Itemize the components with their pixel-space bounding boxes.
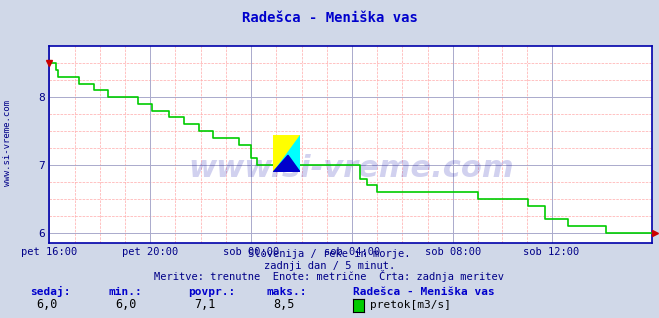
- Text: www.si-vreme.com: www.si-vreme.com: [188, 154, 514, 183]
- Text: 6,0: 6,0: [115, 298, 136, 311]
- Text: zadnji dan / 5 minut.: zadnji dan / 5 minut.: [264, 261, 395, 271]
- Text: 6,0: 6,0: [36, 298, 57, 311]
- Polygon shape: [273, 135, 300, 172]
- Text: povpr.:: povpr.:: [188, 287, 235, 297]
- Text: 8,5: 8,5: [273, 298, 295, 311]
- Text: Radešca - Meniška vas: Radešca - Meniška vas: [353, 287, 494, 297]
- Text: min.:: min.:: [109, 287, 142, 297]
- Text: pretok[m3/s]: pretok[m3/s]: [370, 300, 451, 310]
- Text: 7,1: 7,1: [194, 298, 215, 311]
- Text: Slovenija / reke in morje.: Slovenija / reke in morje.: [248, 249, 411, 259]
- Text: Radešca - Meniška vas: Radešca - Meniška vas: [242, 11, 417, 25]
- Text: sedaj:: sedaj:: [30, 286, 70, 297]
- Text: Meritve: trenutne  Enote: metrične  Črta: zadnja meritev: Meritve: trenutne Enote: metrične Črta: …: [154, 271, 505, 282]
- Text: www.si-vreme.com: www.si-vreme.com: [3, 100, 13, 186]
- Text: maks.:: maks.:: [267, 287, 307, 297]
- Polygon shape: [273, 155, 300, 172]
- Polygon shape: [273, 135, 300, 172]
